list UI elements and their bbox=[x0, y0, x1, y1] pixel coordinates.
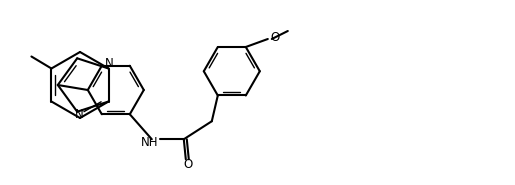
Text: O: O bbox=[183, 158, 193, 171]
Text: O: O bbox=[270, 31, 280, 45]
Text: N: N bbox=[105, 57, 114, 70]
Text: N: N bbox=[75, 108, 83, 121]
Text: NH: NH bbox=[141, 136, 159, 149]
